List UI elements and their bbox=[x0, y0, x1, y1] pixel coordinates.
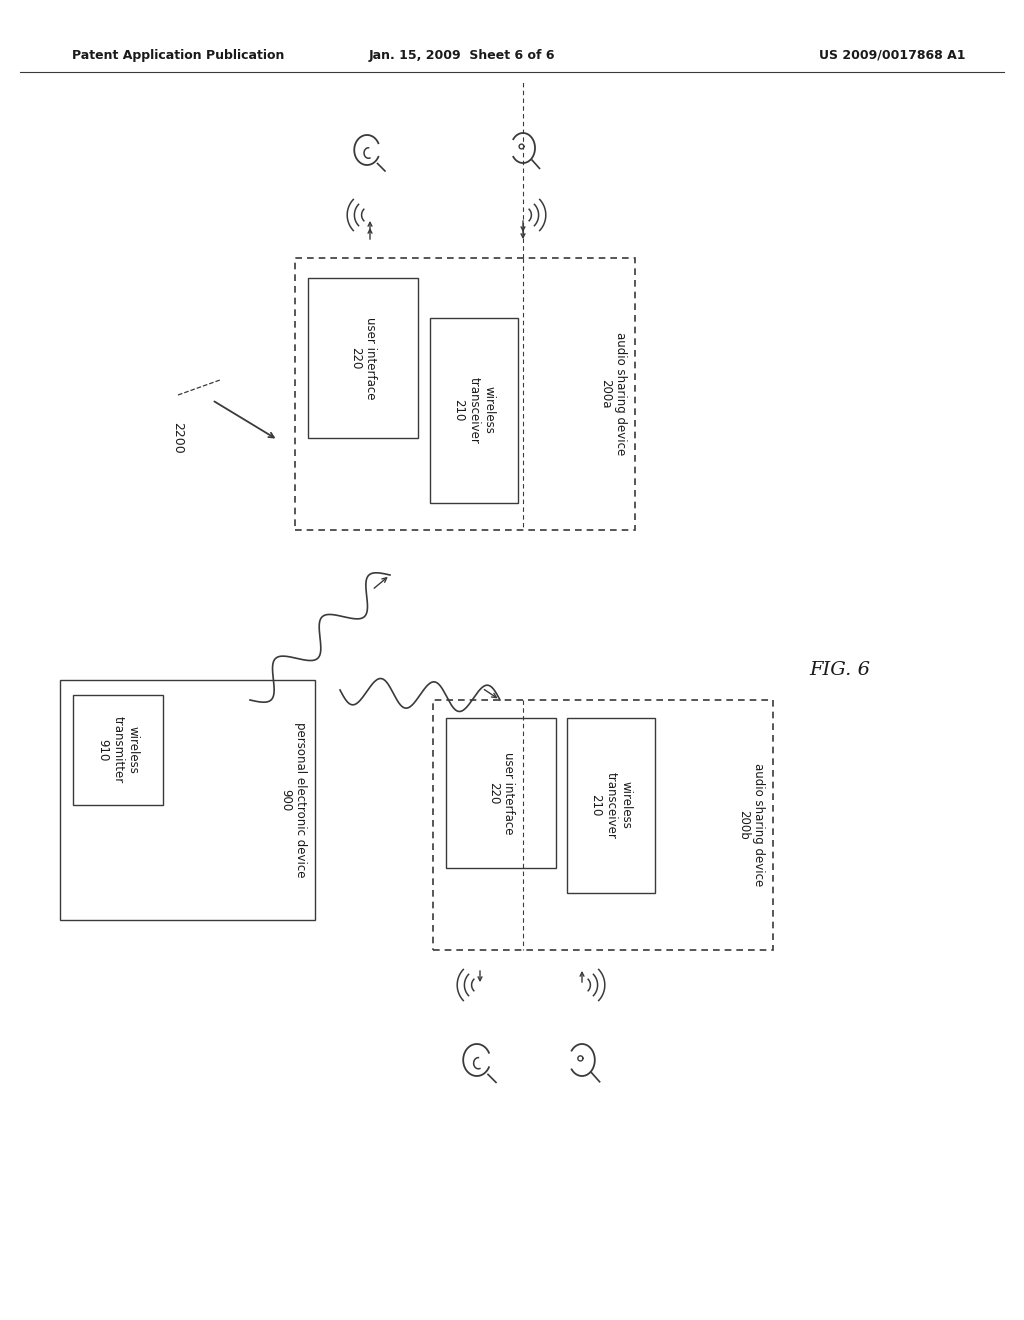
Bar bbox=[433, 700, 773, 950]
Text: US 2009/0017868 A1: US 2009/0017868 A1 bbox=[819, 49, 966, 62]
Text: wireless
transmitter
910: wireless transmitter 910 bbox=[96, 717, 139, 784]
Bar bbox=[446, 718, 556, 869]
Text: audio sharing device
200b: audio sharing device 200b bbox=[737, 763, 765, 887]
Bar bbox=[430, 318, 518, 503]
Text: wireless
transceiver
210: wireless transceiver 210 bbox=[590, 772, 633, 838]
Text: 2200: 2200 bbox=[171, 422, 184, 454]
Bar bbox=[73, 696, 163, 805]
Bar bbox=[308, 279, 418, 438]
Text: user interface
220: user interface 220 bbox=[487, 752, 515, 834]
Text: wireless
transceiver
210: wireless transceiver 210 bbox=[453, 376, 496, 444]
Text: user interface
220: user interface 220 bbox=[349, 317, 377, 399]
Text: FIG. 6: FIG. 6 bbox=[810, 661, 870, 678]
Text: audio sharing device
200a: audio sharing device 200a bbox=[599, 333, 627, 455]
Text: personal electronic device
900: personal electronic device 900 bbox=[279, 722, 307, 878]
Text: Jan. 15, 2009  Sheet 6 of 6: Jan. 15, 2009 Sheet 6 of 6 bbox=[369, 49, 555, 62]
Bar bbox=[567, 718, 655, 894]
Bar bbox=[295, 257, 635, 531]
Text: Patent Application Publication: Patent Application Publication bbox=[72, 49, 285, 62]
Bar bbox=[60, 680, 315, 920]
